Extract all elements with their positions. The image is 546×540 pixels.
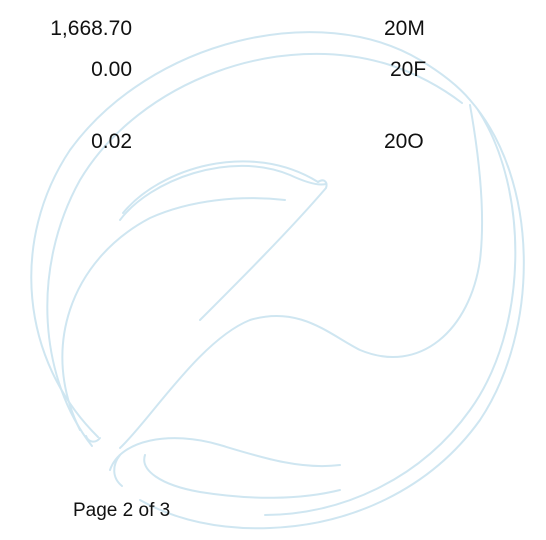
amount-value: 0.02 (91, 130, 132, 153)
code-value: 20F (390, 58, 427, 81)
amount-value: 1,668.70 (50, 17, 132, 40)
amount-value: 0.00 (91, 58, 132, 81)
code-value: 20O (384, 130, 424, 153)
page-number: Page 2 of 3 (73, 500, 171, 521)
code-value: 20M (384, 17, 425, 40)
